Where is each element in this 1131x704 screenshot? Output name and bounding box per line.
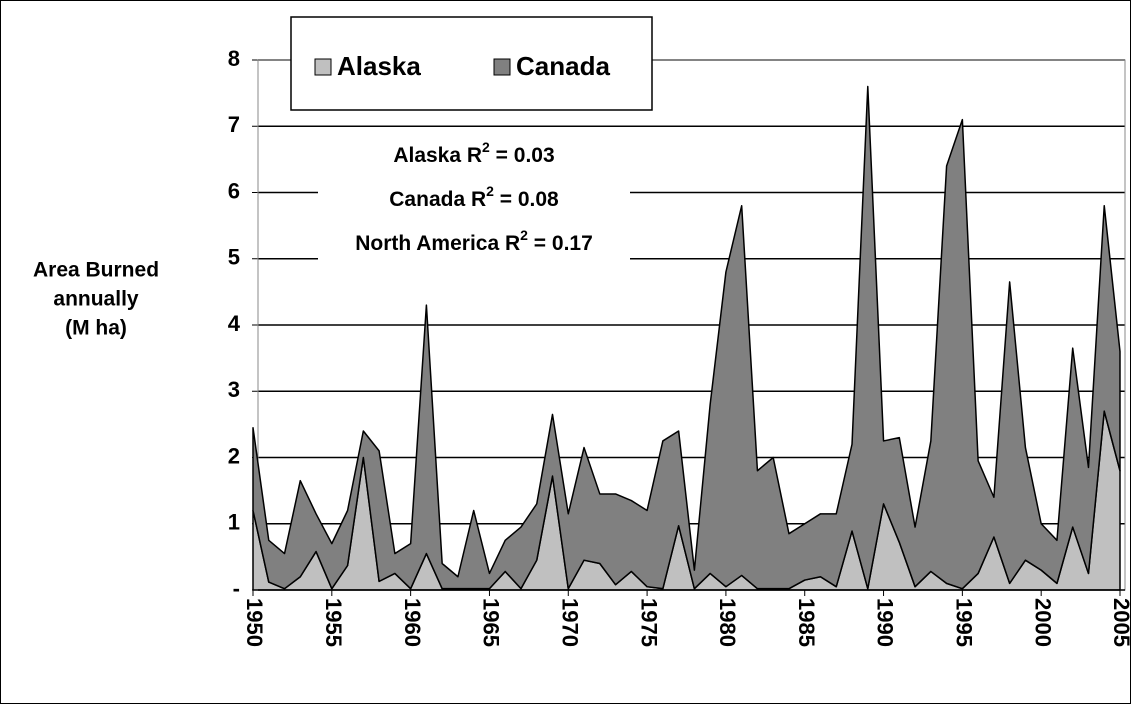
- annotation-rest: = 0.17: [528, 232, 593, 255]
- area: [252, 85, 1121, 590]
- annotation-exponent: 2: [486, 183, 494, 199]
- x-tick-label: 2005: [1109, 598, 1131, 647]
- x-tick-label: 1970: [557, 598, 582, 647]
- y-tick-label: 1: [228, 510, 240, 535]
- y-tick-label: 2: [228, 443, 240, 468]
- x-tick-label: 1965: [479, 598, 504, 647]
- annotation-text: North America R: [355, 232, 520, 255]
- y-axis-label: Area Burned: [33, 259, 159, 282]
- y-axis-label: (M ha): [65, 317, 127, 340]
- x-tick-label: 1975: [636, 598, 661, 647]
- y-tick-label: 4: [228, 311, 241, 336]
- x-tick-label: 1990: [873, 598, 898, 647]
- x-tick-label: 1985: [794, 598, 819, 647]
- y-axis-label: annually: [53, 288, 139, 311]
- x-tick-label: 1995: [952, 598, 977, 647]
- annotation-exponent: 2: [520, 227, 528, 243]
- annotation-bg: [318, 132, 630, 260]
- annotation: North America R2 = 0.17: [355, 227, 593, 255]
- annotation-rest: = 0.03: [490, 144, 555, 167]
- legend-swatch: [314, 58, 332, 76]
- annotation: Canada R2 = 0.08: [389, 183, 559, 211]
- legend-label: Alaska: [337, 51, 421, 81]
- annotation-text: Canada R: [389, 188, 486, 211]
- annotation-text: Alaska R: [393, 144, 482, 167]
- legend-label: Canada: [516, 51, 610, 81]
- x-tick-label: 1955: [321, 598, 346, 647]
- x-tick-label: 1950: [242, 598, 267, 647]
- x-tick-label: 1960: [400, 598, 425, 647]
- x-tick-label: 2000: [1030, 598, 1055, 647]
- y-tick-label: 5: [228, 245, 240, 270]
- annotation-exponent: 2: [482, 139, 490, 155]
- annotation: Alaska R2 = 0.03: [393, 139, 554, 167]
- y-tick-label: 7: [228, 112, 240, 137]
- legend-swatch: [493, 58, 511, 76]
- x-tick-label: 1980: [715, 598, 740, 647]
- legend-box: [290, 16, 653, 111]
- annotation-rest: = 0.08: [494, 188, 559, 211]
- y-tick-label: 6: [228, 178, 240, 203]
- y-tick-label: 8: [228, 46, 240, 71]
- y-tick-label: -: [233, 576, 240, 601]
- y-tick-label: 3: [228, 377, 240, 402]
